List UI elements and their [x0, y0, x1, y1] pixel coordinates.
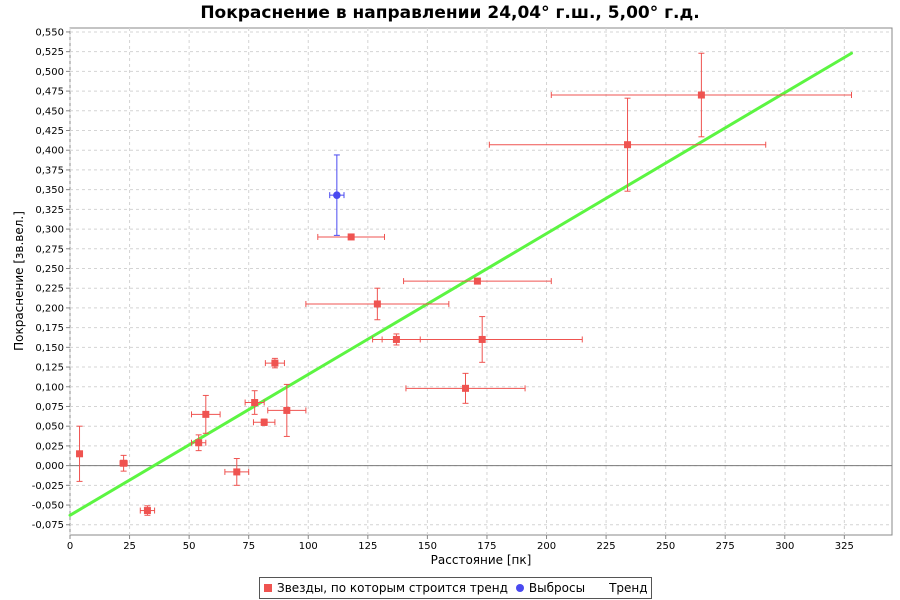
star-point: [624, 141, 632, 149]
y-tick-label: 0,550: [35, 27, 64, 38]
y-tick-label: 0,125: [35, 363, 64, 374]
y-tick-label: 0,400: [35, 146, 64, 157]
x-axis-label: Расстояние [пк]: [431, 553, 532, 567]
y-tick-label: 0,175: [35, 323, 64, 334]
legend-item-trend: Тренд: [593, 581, 647, 595]
trend-line-icon: [593, 587, 607, 590]
chart-title: Покраснение в направлении 24,04° г.ш., 5…: [200, 3, 700, 23]
x-axis-ticks: 0 25 50 75 100 125 150 175 200 225 250 275 300 325: [67, 535, 854, 552]
y-tick-label: 0,425: [35, 126, 64, 137]
y-tick-label: 0,525: [35, 47, 64, 58]
star-point: [347, 233, 355, 241]
star-point: [271, 359, 279, 367]
x-tick-label: 275: [716, 541, 735, 552]
star-point: [260, 418, 268, 426]
x-tick-label: 250: [656, 541, 675, 552]
trend-group: [68, 51, 853, 517]
legend-label-stars: Звезды, по которым строится тренд: [277, 581, 508, 595]
legend-item-stars: Звезды, по которым строится тренд: [264, 581, 508, 595]
star-point: [251, 399, 259, 407]
x-tick-label: 225: [597, 541, 616, 552]
y-tick-label: -0,050: [32, 501, 64, 512]
trend-line: [68, 51, 853, 517]
star-point: [120, 459, 128, 467]
legend-label-outliers: Выбросы: [528, 581, 586, 595]
y-tick-label: 0,225: [35, 284, 64, 295]
y-tick-label: 0,200: [35, 303, 64, 314]
circle-marker-icon: [515, 584, 524, 592]
square-marker-icon: [264, 584, 272, 592]
y-tick-label: 0,450: [35, 106, 64, 117]
star-point: [195, 439, 203, 447]
y-tick-label: 0,250: [35, 264, 64, 275]
y-tick-label: 0,100: [35, 382, 64, 393]
star-point: [283, 406, 291, 414]
x-tick-label: 100: [299, 541, 318, 552]
y-axis-label: Покраснение [зв.вел.]: [12, 211, 26, 351]
y-tick-label: 0,325: [35, 205, 64, 216]
star-point: [392, 335, 400, 343]
markers: [76, 91, 705, 515]
star-point: [233, 468, 241, 476]
star-point: [462, 384, 470, 392]
y-tick-label: 0,275: [35, 244, 64, 255]
y-tick-label: 0,075: [35, 402, 64, 413]
star-point: [143, 507, 151, 515]
y-tick-label: -0,025: [32, 481, 64, 492]
x-tick-label: 50: [183, 541, 196, 552]
x-tick-label: 325: [835, 541, 854, 552]
star-point: [76, 450, 84, 458]
y-axis-ticks: -0,075 -0,050 -0,025 0,000 0,025 0,050 0,075 0,…: [32, 27, 70, 531]
outlier-point: [333, 191, 341, 199]
x-tick-label: 25: [123, 541, 136, 552]
y-tick-label: 0,375: [35, 165, 64, 176]
legend-item-outliers: Выбросы: [515, 581, 586, 595]
star-point: [697, 91, 705, 99]
legend-label-trend: Тренд: [609, 581, 648, 595]
star-point: [473, 277, 481, 285]
x-tick-label: 125: [358, 541, 377, 552]
star-point: [373, 300, 381, 308]
y-tick-label: 0,500: [35, 67, 64, 78]
y-tick-label: 0,475: [35, 87, 64, 98]
star-point: [202, 410, 210, 418]
legend: Звезды, по которым строится тренд Выброс…: [259, 577, 652, 599]
x-tick-label: 0: [67, 541, 73, 552]
y-tick-label: 0,150: [35, 343, 64, 354]
x-tick-label: 300: [775, 541, 794, 552]
x-tick-label: 175: [477, 541, 496, 552]
y-tick-label: 0,025: [35, 441, 64, 452]
y-tick-label: 0,300: [35, 225, 64, 236]
y-tick-label: 0,000: [35, 461, 64, 472]
y-tick-label: -0,075: [32, 520, 64, 531]
x-tick-label: 150: [418, 541, 437, 552]
y-tick-label: 0,350: [35, 185, 64, 196]
y-tick-label: 0,050: [35, 422, 64, 433]
x-tick-label: 200: [537, 541, 556, 552]
star-point: [478, 335, 486, 343]
x-tick-label: 75: [242, 541, 255, 552]
